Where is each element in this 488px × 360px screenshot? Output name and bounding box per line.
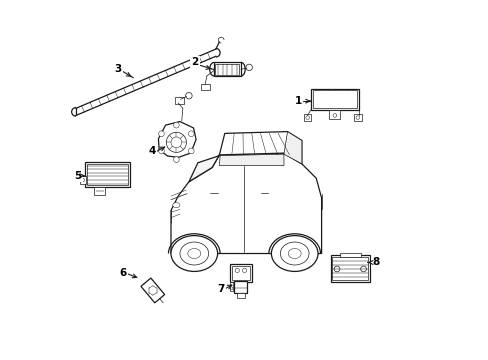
Bar <box>214 62 241 76</box>
Ellipse shape <box>166 132 186 152</box>
Ellipse shape <box>280 242 308 265</box>
Bar <box>330 255 369 282</box>
Ellipse shape <box>172 203 180 208</box>
Bar <box>236 293 244 298</box>
Ellipse shape <box>245 64 252 71</box>
Ellipse shape <box>180 242 208 265</box>
Ellipse shape <box>173 157 179 162</box>
Bar <box>201 84 210 90</box>
Ellipse shape <box>185 93 192 99</box>
Polygon shape <box>219 154 284 166</box>
Polygon shape <box>141 278 164 303</box>
Ellipse shape <box>188 131 194 136</box>
Text: 3: 3 <box>114 64 122 74</box>
Bar <box>174 97 183 104</box>
Polygon shape <box>171 153 321 253</box>
Bar <box>353 114 361 121</box>
Ellipse shape <box>242 268 246 273</box>
Text: 8: 8 <box>372 257 379 267</box>
Ellipse shape <box>171 235 217 271</box>
Text: 4: 4 <box>148 146 155 156</box>
Ellipse shape <box>173 122 179 128</box>
Ellipse shape <box>271 235 317 271</box>
Ellipse shape <box>187 248 201 258</box>
Ellipse shape <box>360 266 366 272</box>
Bar <box>339 253 360 257</box>
Polygon shape <box>219 132 301 164</box>
Ellipse shape <box>171 137 182 148</box>
Polygon shape <box>158 122 196 157</box>
Bar <box>234 282 247 293</box>
Bar <box>304 114 310 121</box>
Ellipse shape <box>235 268 239 273</box>
Bar <box>329 110 340 119</box>
Bar <box>86 164 128 185</box>
Ellipse shape <box>158 131 164 136</box>
Bar <box>231 266 249 280</box>
Bar <box>230 282 233 291</box>
Text: 5: 5 <box>74 171 81 181</box>
Ellipse shape <box>188 148 194 154</box>
Polygon shape <box>188 155 219 182</box>
Polygon shape <box>284 132 301 164</box>
Bar <box>85 162 129 187</box>
Text: 6: 6 <box>120 267 127 278</box>
Text: 2: 2 <box>191 57 198 67</box>
Ellipse shape <box>158 148 164 154</box>
Text: 1: 1 <box>294 96 301 106</box>
Bar <box>310 89 359 110</box>
Bar <box>80 176 86 184</box>
Ellipse shape <box>287 248 301 258</box>
Bar <box>332 257 367 280</box>
Bar <box>215 64 239 75</box>
Bar <box>94 187 105 195</box>
Text: 7: 7 <box>217 284 224 294</box>
Bar <box>230 264 251 282</box>
Ellipse shape <box>333 266 339 272</box>
Bar <box>312 90 357 108</box>
